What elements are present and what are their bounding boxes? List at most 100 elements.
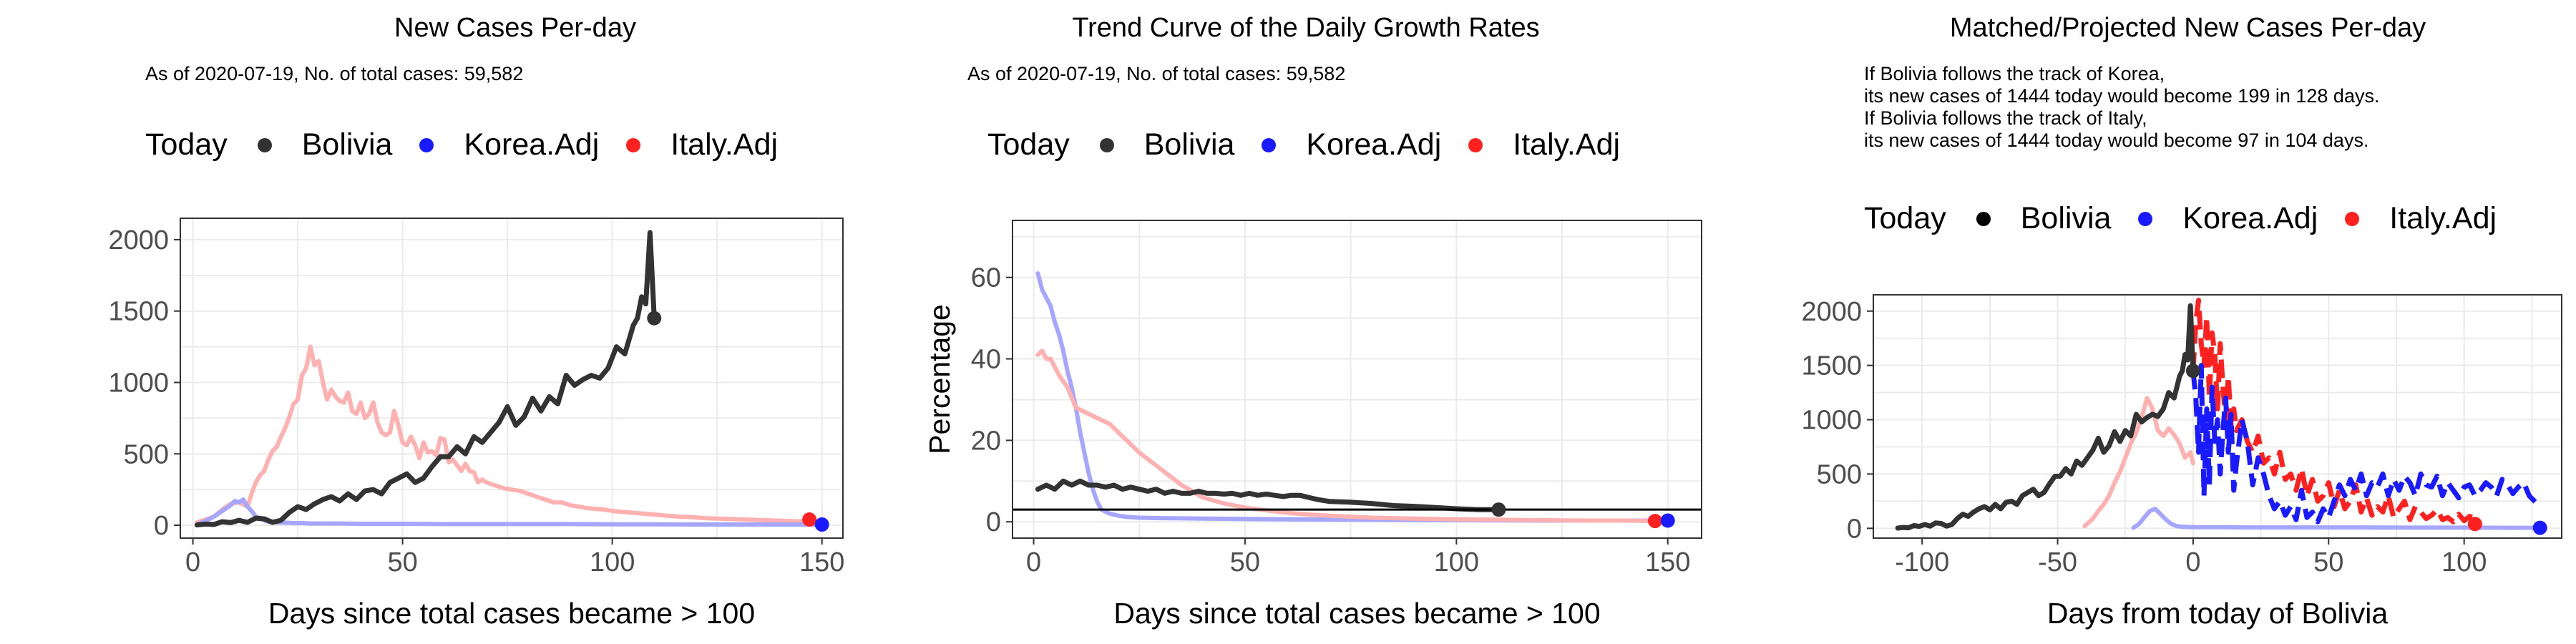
series-layer	[194, 230, 824, 528]
x-tick-label: 100	[1434, 547, 1479, 577]
legend-dot-bolivia	[1099, 137, 1114, 152]
today-point-bolivia	[647, 311, 662, 326]
legend-dot-italy	[1468, 137, 1483, 152]
panel-border	[1012, 220, 1702, 539]
series-line-bolivia	[194, 230, 657, 528]
chart-legend: Today Bolivia Korea.Adj Italy.Adj	[987, 127, 1647, 162]
x-axis-label: Days since total cases became > 100	[1113, 597, 1600, 630]
y-tick-label: 0	[1847, 514, 1862, 544]
y-tick-label: 20	[971, 426, 1001, 456]
series-line-italy-adj	[2190, 298, 2476, 525]
x-tick-label: 50	[2313, 547, 2343, 577]
series-line-korea-adj	[2190, 363, 2542, 525]
legend-dot-bolivia	[257, 137, 272, 152]
y-tick-label: 500	[124, 439, 169, 469]
chart-subtitle: If Bolivia follows the track of Korea, i…	[1864, 63, 2379, 152]
x-tick-label: 150	[799, 547, 844, 577]
series-line-italy-adj	[195, 344, 816, 525]
y-tick-label: 0	[154, 511, 169, 541]
legend-item-italy: Italy.Adj	[1468, 127, 1620, 162]
plot-area-2: 0 50 100 150 0 20 40 60 Days since total cases b…	[923, 220, 1702, 630]
legend-title: Today	[145, 127, 228, 162]
series-line-italy-adj	[2082, 396, 2195, 529]
legend-item-italy: Italy.Adj	[626, 127, 778, 162]
chart-title: Matched/Projected New Cases Per-day	[1949, 13, 2426, 43]
x-tick-label: -100	[1895, 547, 1949, 577]
legend-label: Korea.Adj	[2182, 201, 2318, 235]
legend-item-bolivia: Bolivia	[1976, 201, 2112, 236]
subtitle-line: If Bolivia follows the track of Korea,	[1864, 63, 2165, 84]
legend-item-korea: Korea.Adj	[1262, 127, 1441, 162]
x-axis-label: Days from today of Bolivia	[2047, 597, 2388, 630]
y-tick-label: 1000	[1801, 406, 1862, 436]
series-line-italy-adj	[1035, 348, 1657, 524]
today-point-bolivia	[2185, 364, 2200, 379]
panel-background	[1013, 220, 1702, 538]
chart-legend: Today Bolivia Korea.Adj Italy.Adj	[145, 127, 805, 162]
chart-panel-2: Trend Curve of the Daily Growth Rates As…	[859, 0, 1717, 644]
today-point-italy-adj	[2467, 517, 2482, 532]
series-line-korea-adj	[195, 497, 824, 527]
series-layer	[1013, 271, 1702, 524]
x-tick-label: 100	[2441, 547, 2487, 577]
x-tick-label: 0	[1026, 547, 1041, 577]
y-tick-label: 40	[971, 345, 1001, 375]
legend-item-korea: Korea.Adj	[419, 127, 599, 162]
legend-label: Italy.Adj	[1513, 127, 1621, 162]
subtitle-line: As of 2020-07-19, No. of total cases: 59…	[145, 63, 524, 84]
legend-dot-italy	[2345, 211, 2360, 226]
legend-dot-bolivia	[1976, 211, 1991, 226]
x-tick-label: 100	[590, 547, 635, 577]
legend-label: Korea.Adj	[464, 127, 600, 162]
legend-label: Bolivia	[2020, 201, 2112, 235]
chart-subtitle: As of 2020-07-19, No. of total cases: 59…	[967, 63, 1345, 85]
legend-title: Today	[1864, 201, 1946, 235]
legend-dot-korea	[419, 137, 434, 152]
x-tick-label: -50	[2038, 547, 2077, 577]
series-layer	[1895, 298, 2542, 531]
series-line-korea-adj	[2131, 507, 2542, 530]
chart-title: Trend Curve of the Daily Growth Rates	[1072, 13, 1540, 43]
today-point-korea-adj	[814, 517, 829, 532]
legend-dot-italy	[626, 137, 641, 152]
chart-subtitle: As of 2020-07-19, No. of total cases: 59…	[145, 63, 523, 85]
chart-panel-3: Matched/Projected New Cases Per-day If B…	[1717, 0, 2576, 644]
legend-label: Italy.Adj	[670, 127, 779, 162]
today-point-korea-adj	[1660, 513, 1675, 528]
legend-dot-korea	[1262, 137, 1277, 152]
x-tick-label: 0	[185, 547, 200, 577]
y-tick-label: 1500	[108, 297, 169, 327]
legend-title: Today	[987, 127, 1070, 162]
legend-item-korea: Korea.Adj	[2138, 201, 2318, 236]
today-point-italy-adj	[802, 512, 817, 527]
chart-legend: Today Bolivia Korea.Adj Italy.Adj	[1864, 201, 2524, 236]
y-tick-label: 60	[971, 263, 1001, 293]
chart-panel-1: New Cases Per-day As of 2020-07-19, No. …	[0, 0, 859, 644]
legend-label: Bolivia	[301, 127, 393, 162]
y-axis-label: Percentage	[923, 304, 956, 454]
series-line-bolivia	[1895, 303, 2196, 531]
x-tick-label: 150	[1645, 547, 1690, 577]
panel-border	[1873, 294, 2562, 539]
subtitle-line: its new cases of 1444 today would become…	[1864, 130, 2369, 151]
legend-item-bolivia: Bolivia	[257, 127, 393, 162]
x-axis-label: Days since total cases became > 100	[268, 597, 755, 630]
series-line-bolivia	[1035, 478, 1501, 512]
x-tick-label: 0	[2185, 547, 2200, 577]
y-tick-label: 2000	[1801, 297, 1862, 327]
subtitle-line: If Bolivia follows the track of Italy,	[1864, 107, 2147, 129]
subtitle-line: its new cases of 1444 today would become…	[1864, 85, 2380, 107]
today-point-bolivia	[1491, 502, 1506, 517]
legend-dot-korea	[2138, 211, 2153, 226]
x-tick-label: 50	[1230, 547, 1260, 577]
y-tick-label: 500	[1817, 459, 1862, 489]
legend-item-bolivia: Bolivia	[1099, 127, 1235, 162]
y-tick-label: 0	[986, 507, 1001, 537]
chart-title: New Cases Per-day	[394, 13, 636, 43]
legend-item-italy: Italy.Adj	[2345, 201, 2497, 236]
legend-label: Bolivia	[1143, 127, 1235, 162]
panel-background	[180, 218, 843, 538]
panel-background	[1873, 295, 2562, 538]
